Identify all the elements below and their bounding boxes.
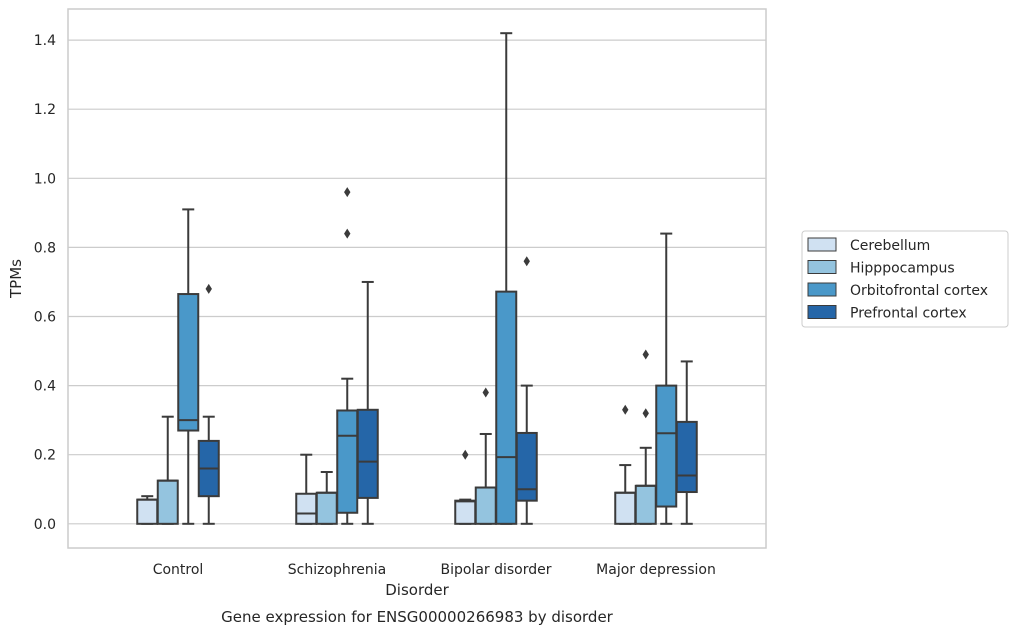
box-body [474,486,497,525]
box [156,415,179,525]
box [454,449,477,525]
y-tick-label: 1.4 [34,33,56,49]
legend-swatch [807,260,837,274]
x-tick-label: Schizophrenia [288,562,386,578]
series-orbitofrontal-cortex [177,32,678,525]
outlier-point [205,283,212,294]
y-tick-label: 0.6 [34,310,56,326]
y-tick-label: 1.0 [34,171,56,187]
series-prefrontal-cortex [197,256,698,525]
box [495,32,518,525]
y-axis-ticks: 0.0 0.2 0.4 0.6 0.8 1.0 1.2 1.4 [34,33,56,533]
outlier-point [642,408,649,419]
legend-label: Orbitofrontal cortex [850,283,988,299]
axes-frame [67,8,767,549]
outlier-point [642,349,649,360]
y-tick-label: 1.2 [34,102,56,118]
legend-item: Orbitofrontal cortex [807,282,988,299]
box [515,256,538,525]
y-axis-label: TPMs [7,259,25,299]
box-body [315,491,338,525]
box-body [136,498,159,525]
y-tick-label: 0.0 [34,517,56,533]
legend-item: Hipppocampus [807,260,955,277]
x-tick-label: Control [153,562,204,578]
box [336,187,359,525]
x-axis-ticks: Control Schizophrenia Bipolar disorder Majo… [153,562,716,578]
box [136,495,159,525]
legend-item: Prefrontal cortex [807,305,967,322]
legend-swatch [807,305,837,319]
box-body [177,293,200,432]
box [634,349,657,525]
box [197,283,220,525]
box-body [336,409,359,514]
box-body [454,499,477,525]
box-body [614,491,637,525]
series-cerebellum [136,404,637,525]
x-axis-label: Disorder [385,581,449,599]
box-body [156,479,179,525]
box-body [515,431,538,502]
outlier-point [344,187,351,198]
box-body [634,484,657,525]
y-tick-label: 0.4 [34,379,56,395]
box-body [495,290,518,525]
legend: Cerebellum Hipppocampus Orbitofrontal cort… [801,230,1009,328]
box [356,280,379,525]
box [177,208,200,525]
legend-item: Cerebellum [807,237,930,254]
box-series [136,32,698,525]
box [655,232,678,525]
box [295,453,318,525]
box [315,470,338,525]
outlier-point [344,228,351,239]
legend-swatch [807,282,837,297]
legend-label: Prefrontal cortex [850,306,967,322]
box [614,404,637,525]
series-hipppocampus [156,349,657,525]
outlier-point [523,256,530,267]
box-body [295,492,318,525]
x-tick-label: Major depression [596,562,716,578]
box-body [675,420,698,494]
outlier-point [462,449,469,460]
chart-title: Gene expression for ENSG00000266983 by d… [221,608,614,626]
legend-label: Cerebellum [850,238,930,254]
box-body [655,384,678,508]
x-tick-label: Bipolar disorder [440,562,551,578]
box [675,360,698,525]
outlier-point [482,387,489,398]
legend-label: Hipppocampus [850,261,955,277]
y-tick-label: 0.8 [34,240,56,256]
box [474,387,497,525]
outlier-point [622,404,629,415]
box-body [356,408,379,499]
y-tick-label: 0.2 [34,448,56,464]
legend-frame [801,230,1009,328]
legend-swatch [807,237,837,252]
